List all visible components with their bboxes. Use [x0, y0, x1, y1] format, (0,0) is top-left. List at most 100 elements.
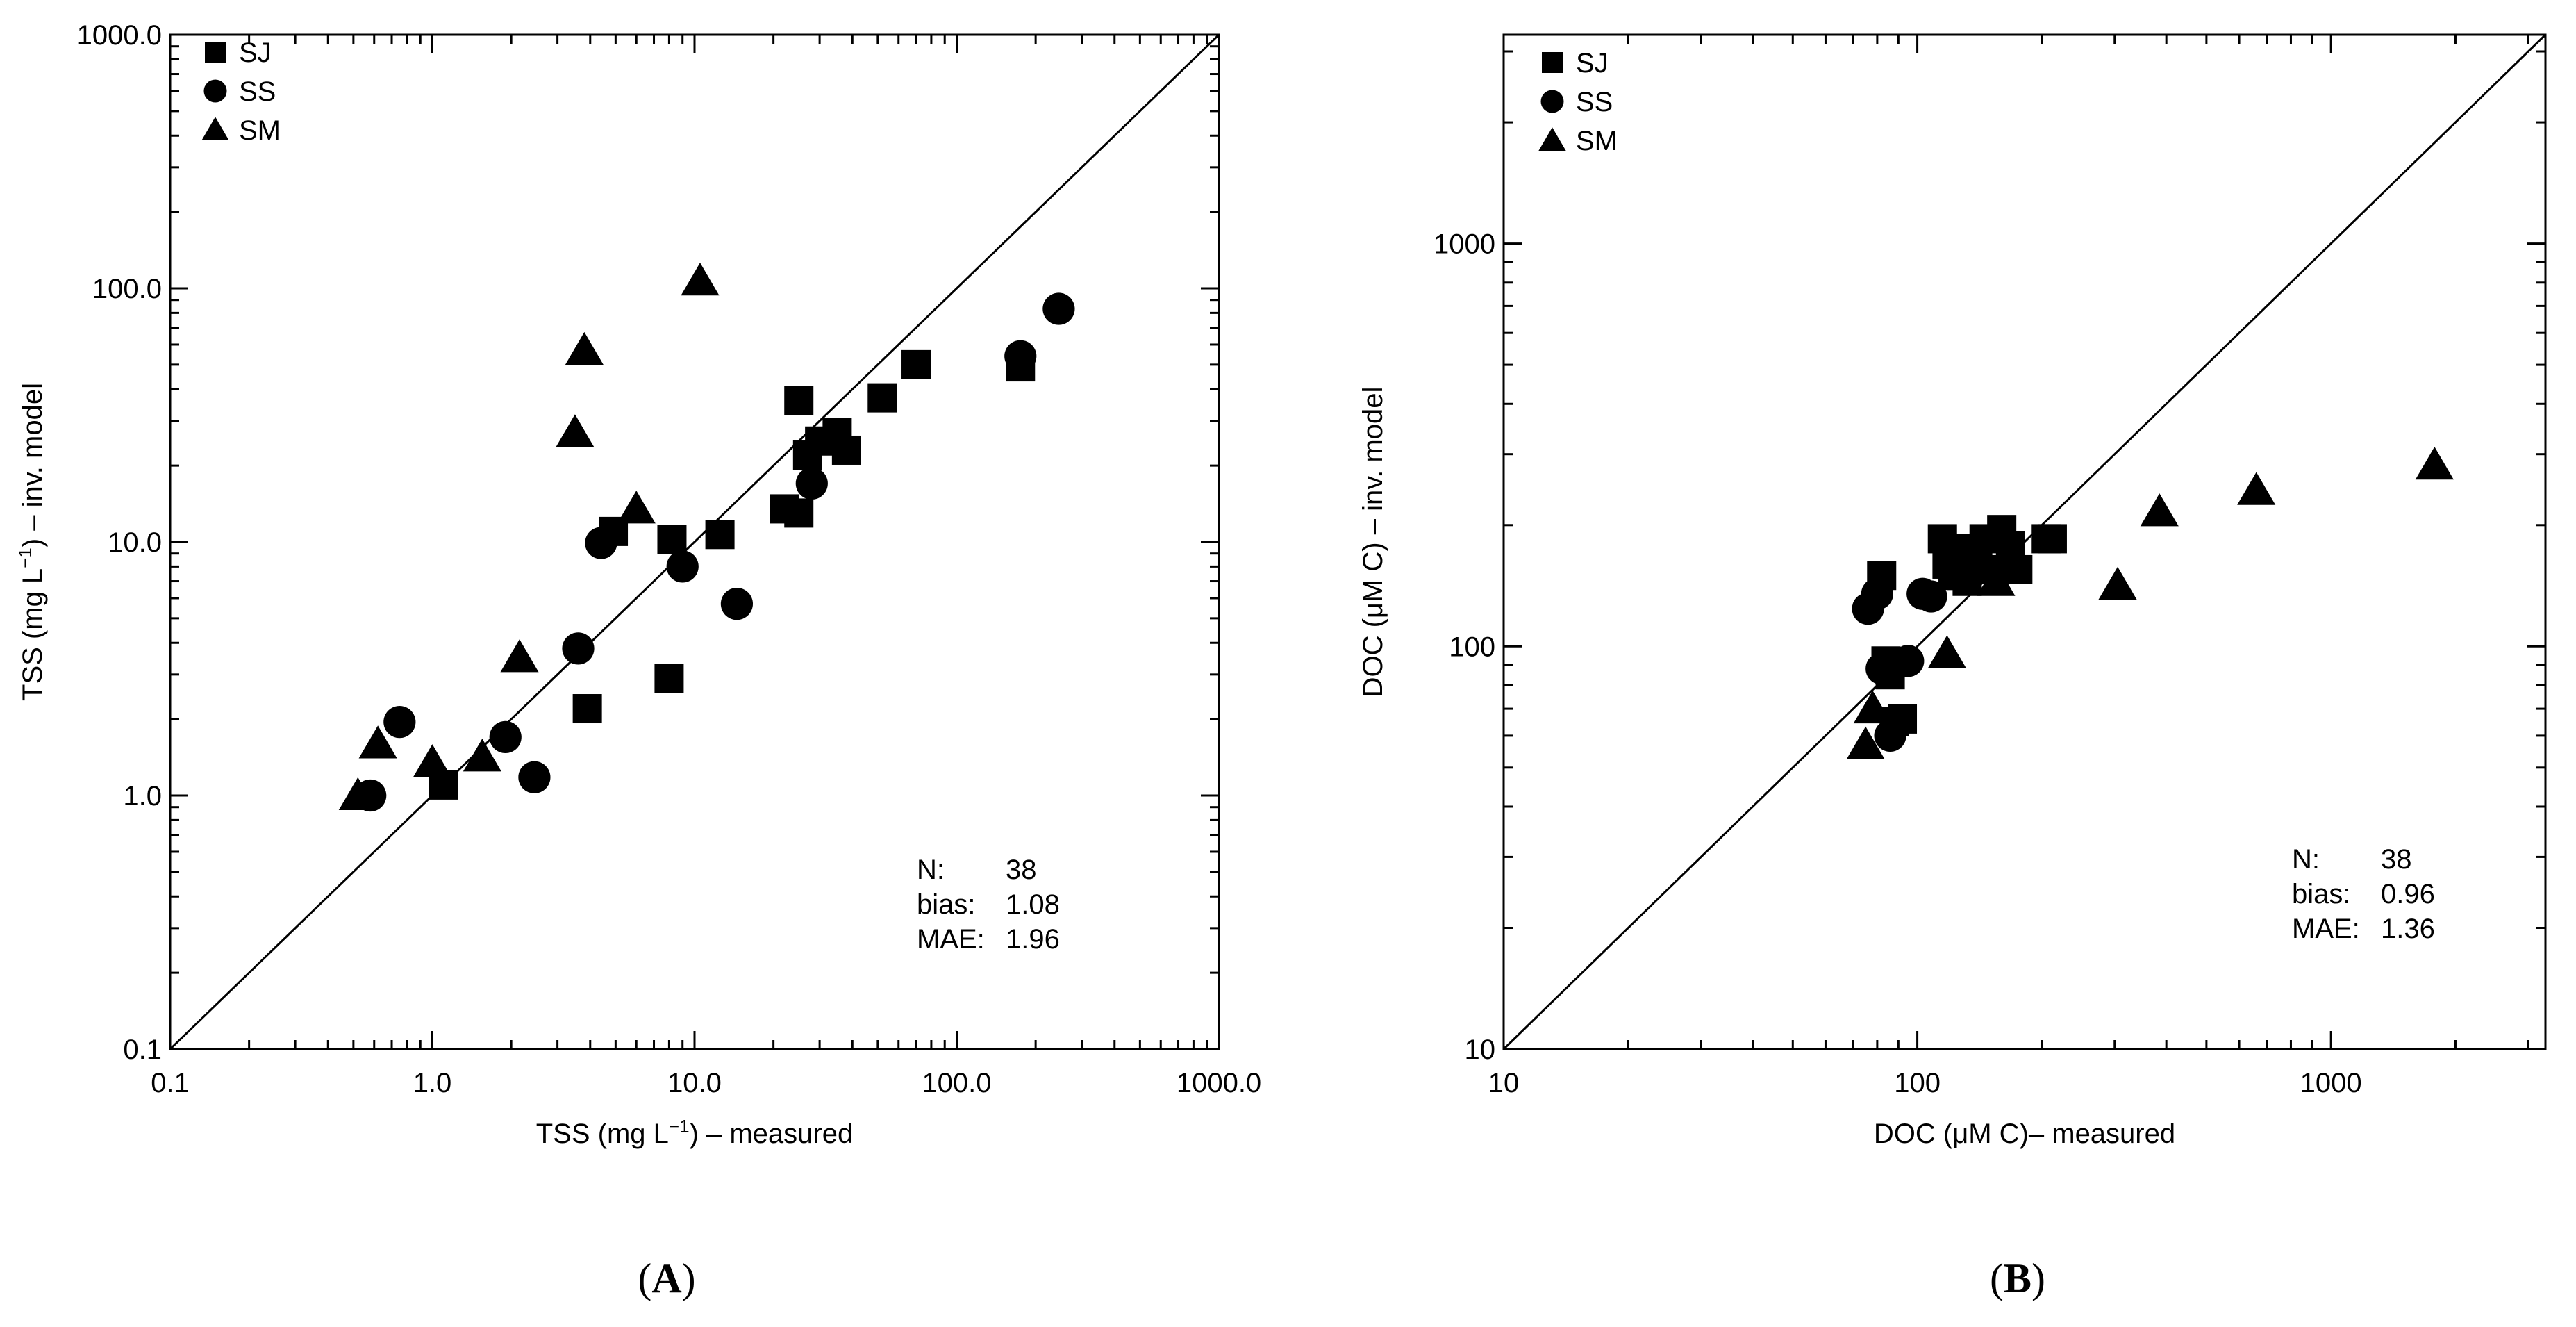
data-points — [338, 263, 1075, 812]
stat-value: 0.96 — [2381, 879, 2435, 909]
x-axis-ticks: 0.1 1.0 10.0 100.0 1000.0 — [151, 35, 1261, 1098]
x-axis-ticks: 10 100 1000 — [1488, 35, 2529, 1098]
point-ss — [518, 761, 551, 793]
y-tick-label: 0.1 — [123, 1035, 162, 1065]
legend-marker-sm — [1538, 127, 1566, 151]
y-tick-label: 100 — [1449, 632, 1495, 662]
stat-label: N: — [917, 855, 945, 885]
x-tick-label: 10.0 — [667, 1068, 722, 1098]
stat-value: 38 — [2381, 844, 2412, 875]
point-sm — [358, 725, 397, 759]
point-ss — [489, 720, 522, 753]
legend-label-sm: SM — [1576, 126, 1618, 156]
legend-label-sj: SJ — [1576, 48, 1609, 79]
stats-box: N: 38 bias: 1.08 MAE: 1.96 — [917, 855, 1060, 955]
stat-label: bias: — [917, 889, 976, 920]
panel-caption: (A) — [638, 1255, 695, 1301]
x-tick-label: 100.0 — [922, 1068, 991, 1098]
point-ss — [1874, 719, 1906, 752]
y-axis-ticks: 0.1 1.0 10.0 100.0 1000.0 — [77, 20, 1219, 1065]
point-ss — [1865, 652, 1898, 685]
legend: SJ SS SM — [1538, 48, 1618, 156]
point-sm — [556, 414, 595, 447]
y-axis-label: DOC (μM C) – inv. model — [1358, 387, 1388, 698]
point-sj — [654, 664, 684, 693]
stat-label: N: — [2292, 844, 2320, 875]
legend-label-sm: SM — [239, 115, 281, 146]
point-sm — [2140, 493, 2179, 527]
point-ss — [1004, 340, 1037, 372]
x-tick-label: 1000 — [2300, 1068, 2362, 1098]
point-sm — [1846, 726, 1885, 759]
point-sj — [784, 498, 814, 528]
y-tick-label: 100.0 — [92, 274, 162, 304]
panel-a: 0.1 1.0 10.0 100.0 1000.0 0.1 1.0 10.0 100.0 100… — [15, 20, 1261, 1301]
stat-value: 1.08 — [1006, 889, 1060, 920]
x-tick-label: 10 — [1488, 1068, 1520, 1098]
point-sm — [681, 263, 720, 296]
point-sj — [831, 435, 861, 465]
point-sm — [463, 739, 501, 772]
legend-label-ss: SS — [239, 76, 276, 107]
legend-marker-sm — [201, 117, 229, 140]
point-sm — [617, 491, 656, 524]
point-ss — [1042, 292, 1075, 325]
point-ss — [585, 527, 617, 559]
point-sj — [784, 386, 814, 415]
panel-b: 10 100 1000 10 100 1000 SJ SS SM N: 38 bias: 0.96… — [1358, 33, 2547, 1301]
stat-label: MAE: — [2292, 914, 2360, 944]
x-tick-label: 0.1 — [151, 1068, 190, 1098]
y-tick-label: 1.0 — [123, 781, 162, 811]
point-ss — [666, 550, 699, 583]
data-points — [1846, 447, 2454, 759]
y-tick-label: 10.0 — [108, 527, 162, 558]
point-sm — [1977, 563, 2016, 596]
point-sj — [657, 525, 687, 554]
stat-value: 1.36 — [2381, 914, 2435, 944]
legend-label-sj: SJ — [239, 38, 272, 68]
point-sj — [901, 349, 931, 379]
point-sj — [867, 383, 897, 413]
point-ss — [383, 706, 416, 739]
y-axis-ticks: 10 100 1000 — [1434, 50, 2545, 1065]
point-sm — [1927, 635, 1966, 668]
x-tick-label: 1.0 — [413, 1068, 452, 1098]
point-sj — [1927, 524, 1957, 554]
one-to-one-line — [169, 33, 1220, 1050]
point-sm — [338, 777, 377, 810]
y-tick-label: 10 — [1465, 1035, 1496, 1065]
point-sm — [2415, 447, 2454, 480]
legend-marker-sj — [205, 42, 226, 63]
point-sj — [2003, 554, 2033, 584]
point-ss — [720, 588, 754, 620]
point-sm — [413, 744, 452, 777]
legend: SJ SS SM — [201, 38, 281, 146]
point-ss — [795, 467, 828, 500]
stat-value: 38 — [1006, 855, 1037, 885]
point-sm — [500, 639, 539, 673]
point-ss — [1915, 580, 1947, 613]
y-tick-label: 1000 — [1434, 229, 1495, 260]
point-ss — [1892, 645, 1925, 677]
panel-caption: (B) — [1990, 1255, 2045, 1301]
legend-marker-ss — [203, 79, 227, 103]
point-sj — [572, 694, 602, 724]
point-sm — [2237, 472, 2276, 505]
point-sm — [565, 331, 604, 365]
legend-label-ss: SS — [1576, 87, 1613, 117]
y-axis-label: TSS (mg L−1) – inv. model — [15, 383, 48, 701]
point-ss — [1861, 577, 1893, 610]
stat-value: 1.96 — [1006, 924, 1060, 955]
x-tick-label: 1000.0 — [1177, 1068, 1261, 1098]
x-axis-label: DOC (μM C)– measured — [1874, 1119, 2175, 1149]
x-tick-label: 100 — [1894, 1068, 1941, 1098]
y-tick-label: 1000.0 — [77, 20, 162, 51]
stat-label: bias: — [2292, 879, 2351, 909]
legend-marker-sj — [1542, 52, 1563, 73]
point-ss — [562, 632, 595, 665]
stats-box: N: 38 bias: 0.96 MAE: 1.36 — [2292, 844, 2435, 944]
point-sj — [705, 520, 735, 550]
stat-label: MAE: — [917, 924, 985, 955]
x-axis-label: TSS (mg L−1) – measured — [536, 1116, 853, 1149]
